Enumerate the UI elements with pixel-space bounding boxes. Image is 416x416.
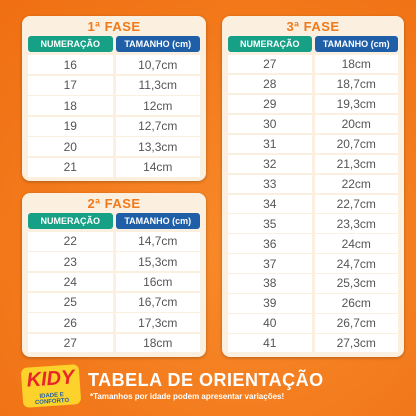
table-cell: 31 xyxy=(228,134,312,154)
table-cell: 23 xyxy=(28,252,113,272)
table-cell: 16cm xyxy=(115,272,200,292)
table-cell: 19,3cm xyxy=(314,94,398,114)
table-cell: 34 xyxy=(228,194,312,213)
table-cell: 18 xyxy=(28,96,113,115)
table-cell: 10,7cm xyxy=(115,55,200,74)
table-cell: 40 xyxy=(228,314,312,333)
table-cell: 19 xyxy=(28,116,113,136)
table-cell: 24 xyxy=(28,272,113,292)
size-table: 1ª FASE NUMERAÇÃO TAMANHO (cm) 16 10,7cm 17 11… xyxy=(22,16,206,181)
logo: KIDY IDADE E CONFORTO xyxy=(20,364,82,408)
table-cell: 38 xyxy=(228,274,312,293)
table-cell: 29 xyxy=(228,94,312,114)
table-cell: 18,7cm xyxy=(314,74,398,94)
table-cell: 12cm xyxy=(115,96,200,115)
table-cell: 22 xyxy=(28,232,113,251)
table-cell: 23,3cm xyxy=(314,214,398,233)
table-cell: 21 xyxy=(28,157,113,177)
table-cell: 26cm xyxy=(314,294,398,313)
table-cell: 21,3cm xyxy=(314,154,398,174)
table-cell: 25,3cm xyxy=(314,274,398,293)
size-table: 3ª FASE NUMERAÇÃO TAMANHO (cm) 27 18cm 28 18,7… xyxy=(222,16,404,357)
table-cell: 27 xyxy=(228,55,312,74)
table-cell: 20,7cm xyxy=(314,134,398,154)
table-cell: 32 xyxy=(228,154,312,174)
size-table: 2ª FASE NUMERAÇÃO TAMANHO (cm) 22 14,7cm 23 15… xyxy=(22,193,206,357)
table-cell: 33 xyxy=(228,174,312,194)
table-cell: 39 xyxy=(228,294,312,313)
table-cell: 30 xyxy=(228,114,312,134)
table-title: 1ª FASE xyxy=(87,19,141,34)
table-cell: 22,7cm xyxy=(314,194,398,213)
table-cell: 12,7cm xyxy=(115,116,200,136)
table-cell: 18cm xyxy=(115,333,200,353)
table-cell: 11,3cm xyxy=(115,75,200,95)
table-cell: 20 xyxy=(28,137,113,156)
column-header: NUMERAÇÃO xyxy=(28,213,113,229)
table-cell: 17 xyxy=(28,75,113,95)
table-cell: 17,3cm xyxy=(115,313,200,333)
column-header: TAMANHO (cm) xyxy=(115,213,200,229)
logo-text: KIDY xyxy=(25,366,76,392)
column-header: NUMERAÇÃO xyxy=(228,36,312,52)
table-title: 3ª FASE xyxy=(286,19,340,34)
table-cell: 37 xyxy=(228,254,312,273)
table-title: 2ª FASE xyxy=(87,196,141,211)
table-cell: 24cm xyxy=(314,234,398,253)
table-cell: 26 xyxy=(28,313,113,333)
table-cell: 16,7cm xyxy=(115,293,200,312)
table-cell: 27,3cm xyxy=(314,334,398,353)
table-cell: 18cm xyxy=(314,55,398,74)
table-cell: 36 xyxy=(228,234,312,253)
table-cell: 27 xyxy=(28,333,113,353)
table-cell: 22cm xyxy=(314,174,398,194)
table-cell: 13,3cm xyxy=(115,137,200,156)
table-cell: 14,7cm xyxy=(115,232,200,251)
column-header: TAMANHO (cm) xyxy=(314,36,398,52)
footer-note: *Tamanhos por idade podem apresentar var… xyxy=(90,392,285,401)
table-cell: 41 xyxy=(228,334,312,353)
footer-title: TABELA DE ORIENTAÇÃO xyxy=(88,370,324,390)
table-cell: 25 xyxy=(28,293,113,312)
logo-tagline: IDADE E CONFORTO xyxy=(34,392,70,407)
table-cell: 20cm xyxy=(314,114,398,134)
column-header: TAMANHO (cm) xyxy=(115,36,200,52)
table-cell: 16 xyxy=(28,55,113,74)
table-cell: 14cm xyxy=(115,157,200,177)
table-cell: 35 xyxy=(228,214,312,233)
column-header: NUMERAÇÃO xyxy=(28,36,113,52)
table-cell: 26,7cm xyxy=(314,314,398,333)
table-cell: 24,7cm xyxy=(314,254,398,273)
table-cell: 15,3cm xyxy=(115,252,200,272)
table-cell: 28 xyxy=(228,74,312,94)
